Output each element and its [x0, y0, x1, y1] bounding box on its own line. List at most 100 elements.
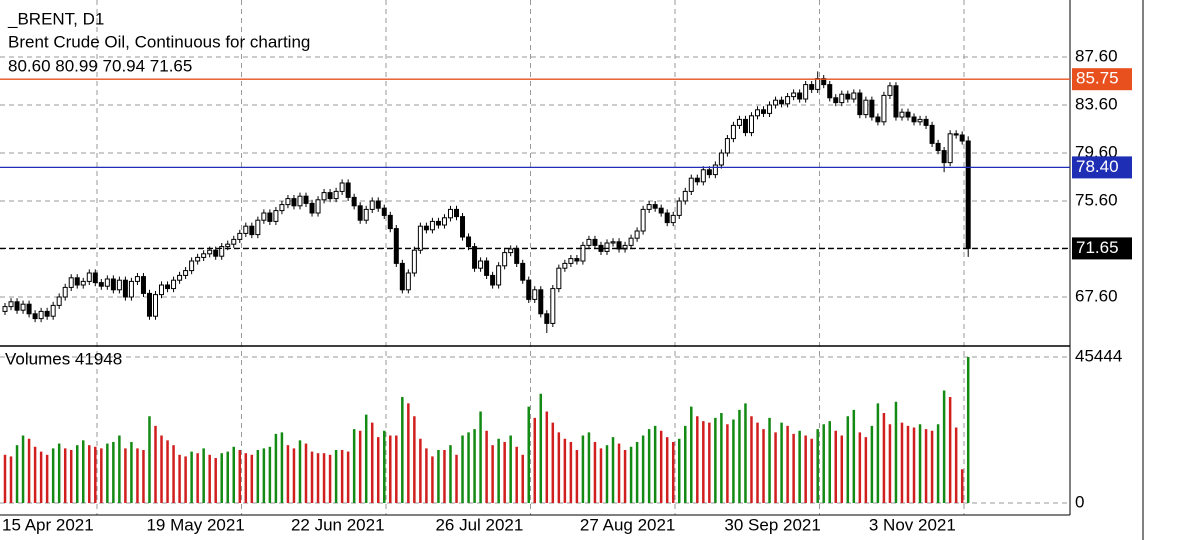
candle-body [447, 208, 453, 219]
candle-body [441, 217, 447, 226]
candle-body [98, 282, 104, 287]
candle-body [851, 92, 857, 100]
candle-body [291, 198, 297, 207]
candle-body [351, 196, 357, 207]
candle-body [405, 272, 411, 291]
candle-body [538, 289, 544, 315]
price-level-label: 71.65 [1076, 238, 1119, 257]
candle-body [249, 225, 255, 236]
candle-body [399, 262, 405, 291]
candle-body [261, 212, 267, 221]
candle-body [417, 225, 423, 251]
candle-body [526, 279, 532, 300]
candle-body [628, 237, 634, 246]
candle-body [694, 177, 700, 183]
price-level-box [1072, 68, 1132, 91]
candle-body [243, 225, 249, 234]
marks [2, 71, 971, 504]
candle-body [761, 109, 767, 114]
candle-body [947, 133, 953, 164]
candle-body [502, 252, 508, 267]
candle-body [26, 303, 32, 315]
candle-body [700, 169, 706, 183]
candle-body [134, 276, 140, 282]
price-level-label: 78.40 [1076, 157, 1119, 176]
y2-tick-label: 45444 [1075, 346, 1122, 365]
candle-body [189, 260, 195, 272]
candle-body [267, 212, 273, 222]
y-tick-label: 83.60 [1075, 94, 1118, 113]
candle-body [785, 96, 791, 105]
candle-body [887, 85, 893, 96]
candle-body [610, 241, 616, 244]
candle-body [231, 238, 237, 245]
candle-body [146, 292, 152, 317]
candle-body [165, 284, 171, 290]
candle-body [520, 262, 526, 281]
candle-body [460, 216, 466, 238]
candle-body [857, 92, 863, 116]
candle-body [279, 204, 285, 212]
candle-body [327, 192, 333, 200]
chart-subtitle: Brent Crude Oil, Continuous for charting [8, 32, 310, 51]
x-tick-label: 30 Sep 2021 [724, 515, 820, 534]
candle-body [646, 204, 652, 210]
candle-body [845, 93, 851, 100]
candle-body [568, 258, 574, 264]
candle-body [953, 133, 959, 136]
candle-body [736, 118, 742, 126]
candle-body [664, 212, 670, 224]
candle-body [959, 134, 965, 142]
candle-body [321, 192, 327, 201]
candle-body [381, 207, 387, 216]
candle-body [74, 277, 80, 286]
candle-body [965, 140, 971, 249]
x-tick-label: 15 Apr 2021 [2, 515, 94, 534]
candle-body [225, 243, 231, 248]
candle-body [640, 208, 646, 232]
candle-body [315, 199, 321, 214]
candle-body [484, 260, 490, 276]
candle-body [869, 99, 875, 118]
candle-body [62, 286, 68, 298]
candle-body [38, 310, 44, 320]
candle-body [514, 248, 520, 264]
candle-body [429, 220, 435, 231]
candle-body [297, 195, 303, 207]
candle-body [393, 228, 399, 264]
candle-body [171, 279, 177, 290]
candle-body [86, 272, 92, 282]
candle-body [863, 99, 869, 116]
candle-body [833, 97, 839, 104]
candle-body [159, 284, 165, 296]
candle-body [44, 310, 50, 317]
candle-body [303, 195, 309, 204]
volume-label: Volumes 41948 [5, 349, 122, 368]
candle-body [712, 164, 718, 176]
candle-body [941, 150, 947, 164]
candle-body [50, 304, 56, 317]
candle-body [508, 248, 514, 254]
candle-body [755, 109, 760, 117]
candle-body [767, 104, 773, 114]
candle-body [496, 265, 502, 286]
candle-body [122, 279, 128, 298]
chart-title: _BRENT, D1 [7, 9, 104, 28]
candle-body [917, 118, 923, 123]
candle-body [363, 208, 369, 221]
candle-body [177, 274, 183, 281]
candle-body [375, 200, 381, 209]
candle-body [748, 115, 754, 134]
candle-body [387, 214, 393, 230]
candle-body [92, 272, 98, 284]
candle-body [472, 246, 478, 269]
ohlc-label: 80.60 80.99 70.94 71.65 [8, 56, 192, 75]
candle-body [478, 260, 484, 269]
candle-body [718, 152, 724, 166]
candle-body [435, 220, 441, 226]
candle-body [213, 249, 219, 257]
candle-body [803, 84, 809, 100]
candle-body [273, 210, 279, 222]
candle-body [929, 124, 935, 144]
